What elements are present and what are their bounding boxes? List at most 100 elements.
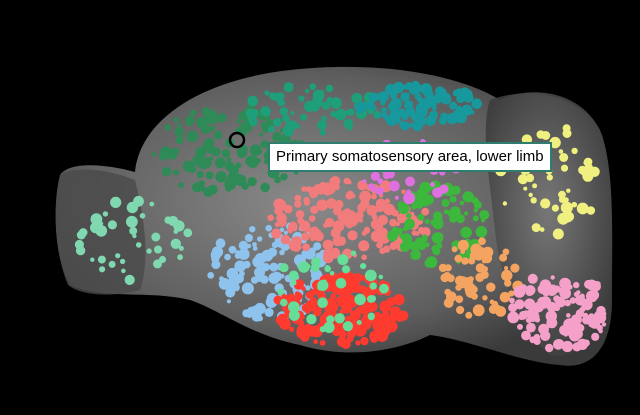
- cell-dot[interactable]: [161, 146, 171, 155]
- cell-dot[interactable]: [173, 169, 179, 176]
- cell-dot[interactable]: [567, 284, 573, 290]
- cell-dot[interactable]: [90, 257, 95, 262]
- cell-dot[interactable]: [247, 176, 257, 187]
- cell-dot[interactable]: [530, 197, 537, 204]
- cell-dot[interactable]: [517, 323, 523, 330]
- cell-dot[interactable]: [288, 309, 300, 321]
- cell-dot[interactable]: [369, 282, 377, 290]
- cell-dot[interactable]: [370, 171, 380, 181]
- cell-dot[interactable]: [254, 302, 266, 315]
- cell-dot[interactable]: [465, 290, 471, 295]
- cell-dot[interactable]: [301, 232, 310, 241]
- cell-dot[interactable]: [377, 178, 384, 184]
- cell-dot[interactable]: [90, 213, 103, 226]
- cell-dot[interactable]: [460, 226, 472, 239]
- cell-dot[interactable]: [424, 102, 429, 108]
- cell-dot[interactable]: [330, 110, 337, 118]
- cell-dot[interactable]: [406, 213, 412, 219]
- cell-dot[interactable]: [240, 242, 249, 251]
- cell-dot[interactable]: [499, 291, 511, 303]
- cell-dot[interactable]: [394, 195, 399, 200]
- cell-dot[interactable]: [517, 174, 529, 185]
- cell-dot[interactable]: [235, 250, 241, 255]
- cell-dot[interactable]: [525, 287, 534, 296]
- cell-dot[interactable]: [378, 91, 389, 103]
- cell-dot[interactable]: [411, 80, 420, 89]
- cell-dot[interactable]: [322, 184, 334, 196]
- cell-dot[interactable]: [323, 222, 329, 228]
- cell-dot[interactable]: [410, 254, 416, 260]
- cell-dot[interactable]: [257, 236, 263, 242]
- cell-dot[interactable]: [553, 295, 561, 303]
- cell-dot[interactable]: [527, 273, 538, 284]
- cell-dot[interactable]: [531, 223, 541, 233]
- cell-dot[interactable]: [367, 295, 375, 303]
- cell-dot[interactable]: [480, 218, 486, 223]
- cell-dot[interactable]: [580, 166, 591, 177]
- cell-dot[interactable]: [295, 210, 305, 219]
- cell-dot[interactable]: [125, 215, 138, 228]
- cell-dot[interactable]: [261, 249, 274, 262]
- cell-dot[interactable]: [317, 297, 328, 309]
- cell-dot[interactable]: [423, 194, 434, 205]
- cell-dot[interactable]: [589, 166, 600, 177]
- cell-dot[interactable]: [401, 189, 406, 195]
- cell-dot[interactable]: [107, 220, 117, 230]
- cell-dot[interactable]: [154, 245, 162, 254]
- cell-dot[interactable]: [294, 194, 302, 202]
- cell-dot[interactable]: [228, 245, 237, 254]
- cell-dot[interactable]: [546, 284, 558, 296]
- cell-dot[interactable]: [576, 202, 589, 215]
- cell-dot[interactable]: [501, 269, 513, 282]
- cell-dot[interactable]: [416, 188, 426, 199]
- cell-dot[interactable]: [481, 258, 487, 264]
- cell-dot[interactable]: [173, 229, 179, 234]
- cell-dot[interactable]: [444, 288, 452, 296]
- cell-dot[interactable]: [309, 232, 315, 238]
- cell-dot[interactable]: [440, 273, 450, 283]
- cell-dot[interactable]: [178, 182, 184, 189]
- cell-dot[interactable]: [210, 126, 216, 132]
- cell-dot[interactable]: [335, 108, 347, 121]
- cell-dot[interactable]: [259, 132, 264, 137]
- cell-dot[interactable]: [464, 211, 469, 216]
- cell-dot[interactable]: [313, 339, 319, 345]
- cell-dot[interactable]: [347, 230, 358, 241]
- cell-dot[interactable]: [74, 239, 84, 250]
- cell-dot[interactable]: [273, 198, 285, 210]
- cell-dot[interactable]: [431, 98, 438, 105]
- cell-dot[interactable]: [319, 326, 326, 333]
- cell-dot[interactable]: [456, 305, 465, 315]
- cell-dot[interactable]: [460, 249, 466, 254]
- cell-dot[interactable]: [174, 127, 184, 137]
- cell-dot[interactable]: [276, 212, 287, 224]
- cell-dot[interactable]: [115, 253, 121, 259]
- cell-dot[interactable]: [475, 226, 488, 238]
- cell-dot[interactable]: [319, 340, 326, 346]
- cell-dot[interactable]: [381, 107, 388, 114]
- cell-dot[interactable]: [359, 190, 371, 203]
- cell-dot[interactable]: [376, 241, 383, 249]
- cell-dot[interactable]: [370, 193, 377, 200]
- cell-dot[interactable]: [277, 288, 285, 296]
- cell-dot[interactable]: [310, 205, 319, 214]
- cell-dot[interactable]: [553, 339, 564, 350]
- cell-dot[interactable]: [121, 268, 126, 274]
- cell-dot[interactable]: [356, 320, 362, 325]
- cell-dot[interactable]: [507, 311, 520, 324]
- cell-dot[interactable]: [322, 239, 334, 251]
- cell-dot[interactable]: [196, 170, 204, 179]
- cell-dot[interactable]: [417, 107, 428, 118]
- cell-dot[interactable]: [573, 281, 580, 289]
- cell-dot[interactable]: [338, 330, 347, 339]
- cell-dot[interactable]: [226, 299, 231, 304]
- cell-dot[interactable]: [551, 204, 560, 212]
- cell-dot[interactable]: [381, 111, 388, 118]
- cell-dot[interactable]: [566, 279, 571, 285]
- cell-dot[interactable]: [351, 274, 356, 279]
- cell-dot[interactable]: [283, 204, 293, 214]
- cell-dot[interactable]: [563, 197, 569, 203]
- cell-dot[interactable]: [286, 125, 292, 131]
- cell-dot[interactable]: [186, 130, 198, 143]
- cell-dot[interactable]: [462, 191, 474, 203]
